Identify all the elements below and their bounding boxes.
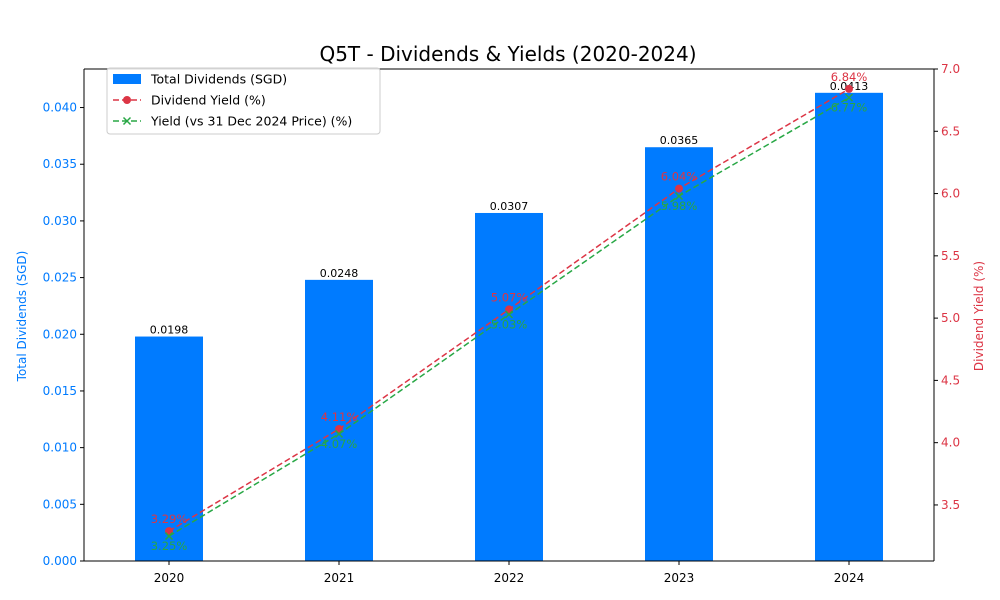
y2-tick-label: 6.5 [941,124,960,138]
bar [815,92,883,561]
y2-axis-label: Dividend Yield (%) [972,261,986,371]
x-tick-label: 2023 [664,571,695,585]
y-tick-label: 0.020 [43,327,77,341]
point-value-label: 6.77% [831,101,868,115]
legend-box [106,67,381,135]
y2-tick-label: 7.0 [941,62,960,76]
chart-title: Q5T - Dividends & Yields (2020-2024) [319,42,696,66]
legend: Total Dividends (SGD) Dividend Yield (%) Y… [106,67,381,135]
y2-tick-label: 5.5 [941,249,960,263]
y-tick-label: 0.035 [43,157,77,171]
data-point [504,310,514,319]
x-tick-label: 2020 [154,571,185,585]
bar-value-label: 0.0365 [660,134,699,147]
data-point [845,84,853,93]
y-tick-label: 0.015 [43,384,77,398]
y2-tick-label: 3.5 [941,498,960,512]
y-tick-label: 0.040 [43,101,77,115]
bar [305,279,373,561]
point-value-label: 4.07% [321,437,358,451]
point-value-label: 5.03% [491,317,528,331]
bar [475,212,543,561]
y-tick-label: 0.005 [43,497,77,511]
legend-swatch [113,74,141,84]
point-value-label: 5.07% [491,290,528,304]
data-point [164,532,174,541]
x-tick-label: 2022 [494,571,525,585]
y2-tick-label: 4.0 [941,436,960,450]
data-point [674,192,684,201]
point-value-label: 3.25% [151,539,188,553]
y2-tick-label: 4.5 [941,373,960,387]
bar-value-label: 0.0248 [320,267,359,280]
x-tick-label: 2024 [834,571,865,585]
point-value-label: 6.84% [831,70,868,84]
legend-label: Yield (vs 31 Dec 2024 Price) (%) [150,114,352,129]
y-axis-label: Total Dividends (SGD) [15,251,29,383]
y2-tick-label: 6.0 [941,187,960,201]
legend-label: Total Dividends (SGD) [150,72,287,87]
y2-tick-label: 5.0 [941,311,960,325]
legend-label: Dividend Yield (%) [151,93,266,108]
legend-marker [123,96,131,104]
bar [645,147,713,561]
y-tick-label: 0.000 [43,554,77,568]
point-value-label: 5.98% [661,199,698,213]
y-tick-label: 0.010 [43,441,77,455]
data-point [844,93,854,102]
point-value-label: 6.04% [661,170,698,184]
legend-marker [122,116,132,126]
x-tick-label: 2021 [324,571,355,585]
plot-area: 0.01980.02480.03070.03650.04133.29%4.11%… [43,62,960,585]
point-value-label: 4.11% [321,410,358,424]
bar-value-label: 0.0307 [490,200,529,213]
data-point [334,429,344,438]
bar [135,336,203,561]
y-tick-label: 0.025 [43,271,77,285]
data-point [675,184,683,193]
bar-value-label: 0.0198 [150,324,189,337]
y-tick-label: 0.030 [43,214,77,228]
point-value-label: 3.29% [151,512,188,526]
